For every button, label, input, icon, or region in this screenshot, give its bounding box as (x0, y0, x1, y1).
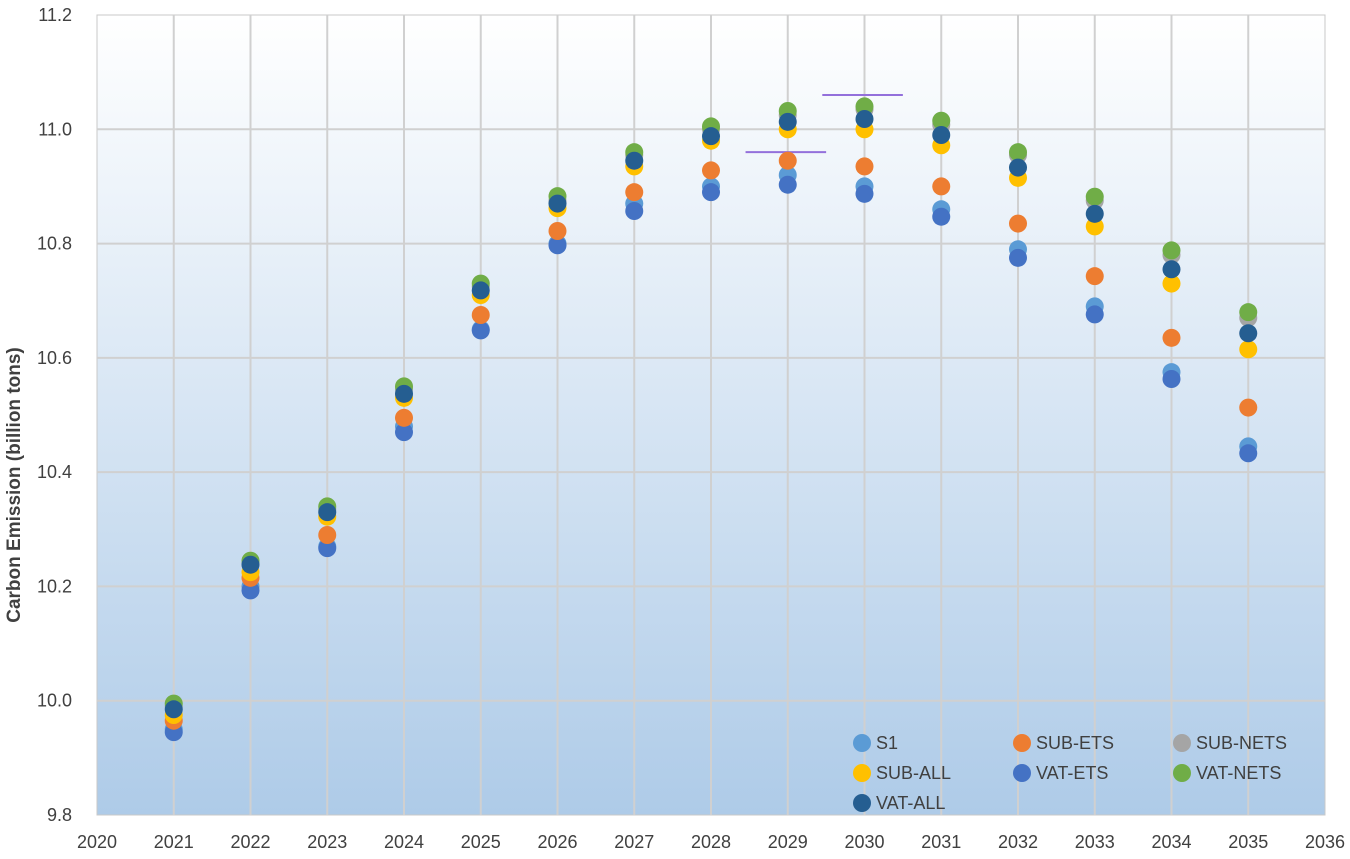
legend-label: VAT-ETS (1036, 763, 1108, 783)
point-sub-ets (1239, 398, 1258, 417)
x-tick-label: 2029 (768, 832, 808, 852)
legend-label: VAT-ALL (876, 793, 945, 813)
x-tick-label: 2032 (998, 832, 1038, 852)
legend-marker (1013, 764, 1031, 782)
legend-marker (1173, 734, 1191, 752)
point-vat-all (164, 700, 183, 719)
x-tick-label: 2030 (844, 832, 884, 852)
x-tick-label: 2035 (1228, 832, 1268, 852)
y-tick-label: 11.2 (38, 5, 72, 25)
point-sub-all (1239, 340, 1258, 359)
point-sub-ets (395, 408, 413, 427)
point-vat-ets (318, 539, 337, 558)
point-sub-ets (702, 161, 720, 180)
point-sub-ets (625, 183, 644, 202)
legend-marker (853, 734, 871, 752)
data-points (164, 97, 1258, 742)
x-tick-label: 2036 (1305, 832, 1345, 852)
legend-label: SUB-ALL (876, 763, 951, 783)
y-tick-label: 9.8 (47, 805, 72, 825)
y-tick-label: 10.0 (37, 691, 72, 711)
point-vat-ets (1239, 444, 1258, 463)
legend-label: SUB-ETS (1036, 733, 1114, 753)
x-tick-label: 2021 (154, 832, 194, 852)
point-vat-all (1085, 204, 1104, 223)
point-sub-ets (548, 222, 567, 240)
point-vat-nets (1239, 303, 1258, 322)
point-vat-nets (932, 111, 951, 130)
x-tick-label: 2026 (537, 832, 577, 852)
point-vat-all (778, 112, 797, 131)
legend-label: S1 (876, 733, 898, 753)
point-sub-ets (778, 151, 797, 170)
point-sub-ets (1009, 214, 1027, 233)
x-tick-label: 2034 (1151, 832, 1191, 852)
legend-marker (853, 764, 871, 782)
point-vat-nets (855, 97, 874, 116)
point-vat-ets (702, 183, 720, 202)
point-vat-all (932, 126, 951, 144)
point-vat-all (548, 194, 567, 213)
point-vat-all (241, 555, 260, 574)
y-tick-label: 10.6 (37, 348, 72, 368)
point-sub-ets (1085, 267, 1104, 286)
point-vat-ets (241, 581, 260, 600)
legend-marker (853, 794, 871, 812)
x-tick-label: 2020 (77, 832, 117, 852)
point-sub-all (1162, 274, 1181, 293)
point-vat-nets (1085, 187, 1104, 206)
point-vat-ets (1085, 305, 1104, 324)
x-tick-label: 2031 (921, 832, 961, 852)
y-tick-label: 11.0 (38, 119, 72, 139)
point-vat-ets (471, 321, 490, 340)
point-vat-ets (548, 236, 567, 255)
point-vat-all (855, 110, 874, 128)
y-tick-label: 10.2 (37, 576, 72, 596)
point-vat-all (395, 384, 413, 403)
axes: 2020 2021 2022 2023 2024 2025 2026 2027 2028 2029… (37, 5, 1345, 852)
point-vat-ets (1162, 370, 1181, 388)
y-axis-label: Carbon Emission (billion tons) (4, 347, 25, 623)
legend-marker (1173, 764, 1191, 782)
y-tick-label: 10.4 (37, 462, 72, 482)
point-vat-ets (1009, 248, 1027, 267)
point-vat-all (1239, 324, 1258, 343)
point-sub-ets (471, 306, 490, 324)
x-tick-label: 2025 (461, 832, 501, 852)
point-vat-ets (932, 207, 951, 226)
legend: S1 SUB-ETS SUB-NETS SUB-ALL VAT-ETS VAT-NETS V… (853, 733, 1287, 813)
point-vat-all (1162, 260, 1181, 279)
point-sub-ets (1162, 328, 1181, 347)
point-sub-ets (855, 157, 874, 176)
x-tick-label: 2027 (614, 832, 654, 852)
grid (97, 15, 1325, 815)
point-vat-all (625, 151, 644, 170)
point-vat-nets (1162, 241, 1181, 260)
point-sub-ets (932, 177, 951, 196)
legend-label: VAT-NETS (1196, 763, 1281, 783)
point-sub-ets (318, 526, 337, 544)
x-tick-label: 2023 (307, 832, 347, 852)
point-sub-all (1085, 217, 1104, 236)
x-tick-label: 2028 (691, 832, 731, 852)
x-tick-label: 2024 (384, 832, 424, 852)
y-tick-label: 10.8 (37, 234, 72, 254)
point-vat-ets (625, 202, 644, 220)
point-vat-ets (778, 175, 797, 194)
point-vat-all (702, 127, 720, 146)
point-vat-all (471, 281, 490, 300)
point-vat-ets (855, 184, 874, 203)
x-tick-label: 2033 (1075, 832, 1115, 852)
point-vat-ets (395, 423, 413, 442)
point-vat-nets (1009, 143, 1027, 162)
x-tick-label: 2022 (230, 832, 270, 852)
legend-label: SUB-NETS (1196, 733, 1287, 753)
point-vat-all (318, 503, 337, 522)
legend-marker (1013, 734, 1031, 752)
point-vat-all (1009, 158, 1027, 177)
